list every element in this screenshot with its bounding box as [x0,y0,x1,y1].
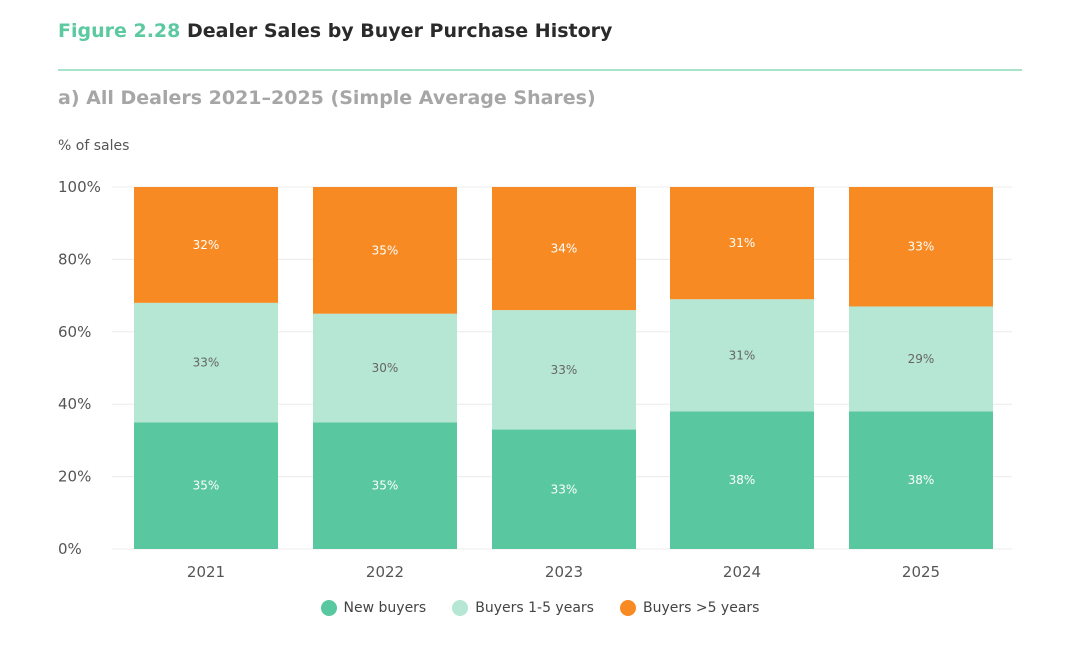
chart-legend: New buyers Buyers 1-5 years Buyers >5 ye… [0,600,1080,616]
bar-segment [849,187,993,307]
title-divider [58,69,1022,71]
data-label: 34% [551,242,578,256]
bar-segment [492,187,636,311]
data-label: 33% [551,363,578,377]
bar-segment [670,187,814,300]
bar-segment [313,313,457,423]
y-tick-label: 20% [58,468,91,486]
y-tick-label: 60% [58,323,91,341]
y-tick-label: 40% [58,395,91,413]
bar-segment [134,302,278,423]
x-tick-label: 2025 [902,563,940,581]
bar-segment [313,422,457,549]
bar-segment [849,411,993,549]
data-label: 35% [372,243,399,257]
figure-number: Figure 2.28 [58,20,181,42]
data-label: 33% [193,356,220,370]
data-label: 33% [551,482,578,496]
stacked-bar-chart: 0% 20% 40% 60% 80% 100% 35% 33% 32% 2021 35% 30% 35%… [58,178,1012,581]
data-label: 30% [372,361,399,375]
y-tick-label: 80% [58,250,91,268]
data-label: 38% [908,473,935,487]
figure-title: Figure 2.28 Dealer Sales by Buyer Purcha… [58,20,612,42]
legend-label: Buyers 1-5 years [475,600,594,616]
data-label: 29% [908,352,935,366]
figure-title-text: Dealer Sales by Buyer Purchase History [187,20,613,42]
bar-segment [313,187,457,314]
bar-segment [134,422,278,549]
x-tick-label: 2023 [545,563,583,581]
legend-label: New buyers [343,600,427,616]
legend-swatch [320,600,337,616]
bar-segment [492,429,636,549]
legend-item-new-buyers: New buyers [320,600,427,616]
data-label: 32% [193,238,220,252]
data-label: 31% [729,236,756,250]
bar-segment [670,411,814,549]
data-label: 35% [193,479,220,493]
legend-item-buyers-5plus: Buyers >5 years [619,600,760,616]
x-tick-label: 2024 [723,563,761,581]
legend-item-buyers-1-5: Buyers 1-5 years [452,600,594,616]
data-label: 31% [729,348,756,362]
x-tick-label: 2022 [366,563,404,581]
y-tick-label: 0% [58,540,82,558]
legend-label: Buyers >5 years [642,600,760,616]
legend-swatch [452,600,469,616]
x-tick-label: 2021 [187,563,225,581]
chart-subtitle: a) All Dealers 2021–2025 (Simple Average… [58,87,596,109]
bar-segment [849,306,993,412]
data-label: 38% [729,473,756,487]
bar-segment [670,299,814,412]
legend-swatch [619,600,636,616]
y-tick-label: 100% [58,178,101,196]
data-label: 33% [908,240,935,254]
bar-segment [134,187,278,303]
data-label: 35% [372,479,399,493]
y-axis-label: % of sales [58,138,130,154]
bar-segment [492,310,636,430]
